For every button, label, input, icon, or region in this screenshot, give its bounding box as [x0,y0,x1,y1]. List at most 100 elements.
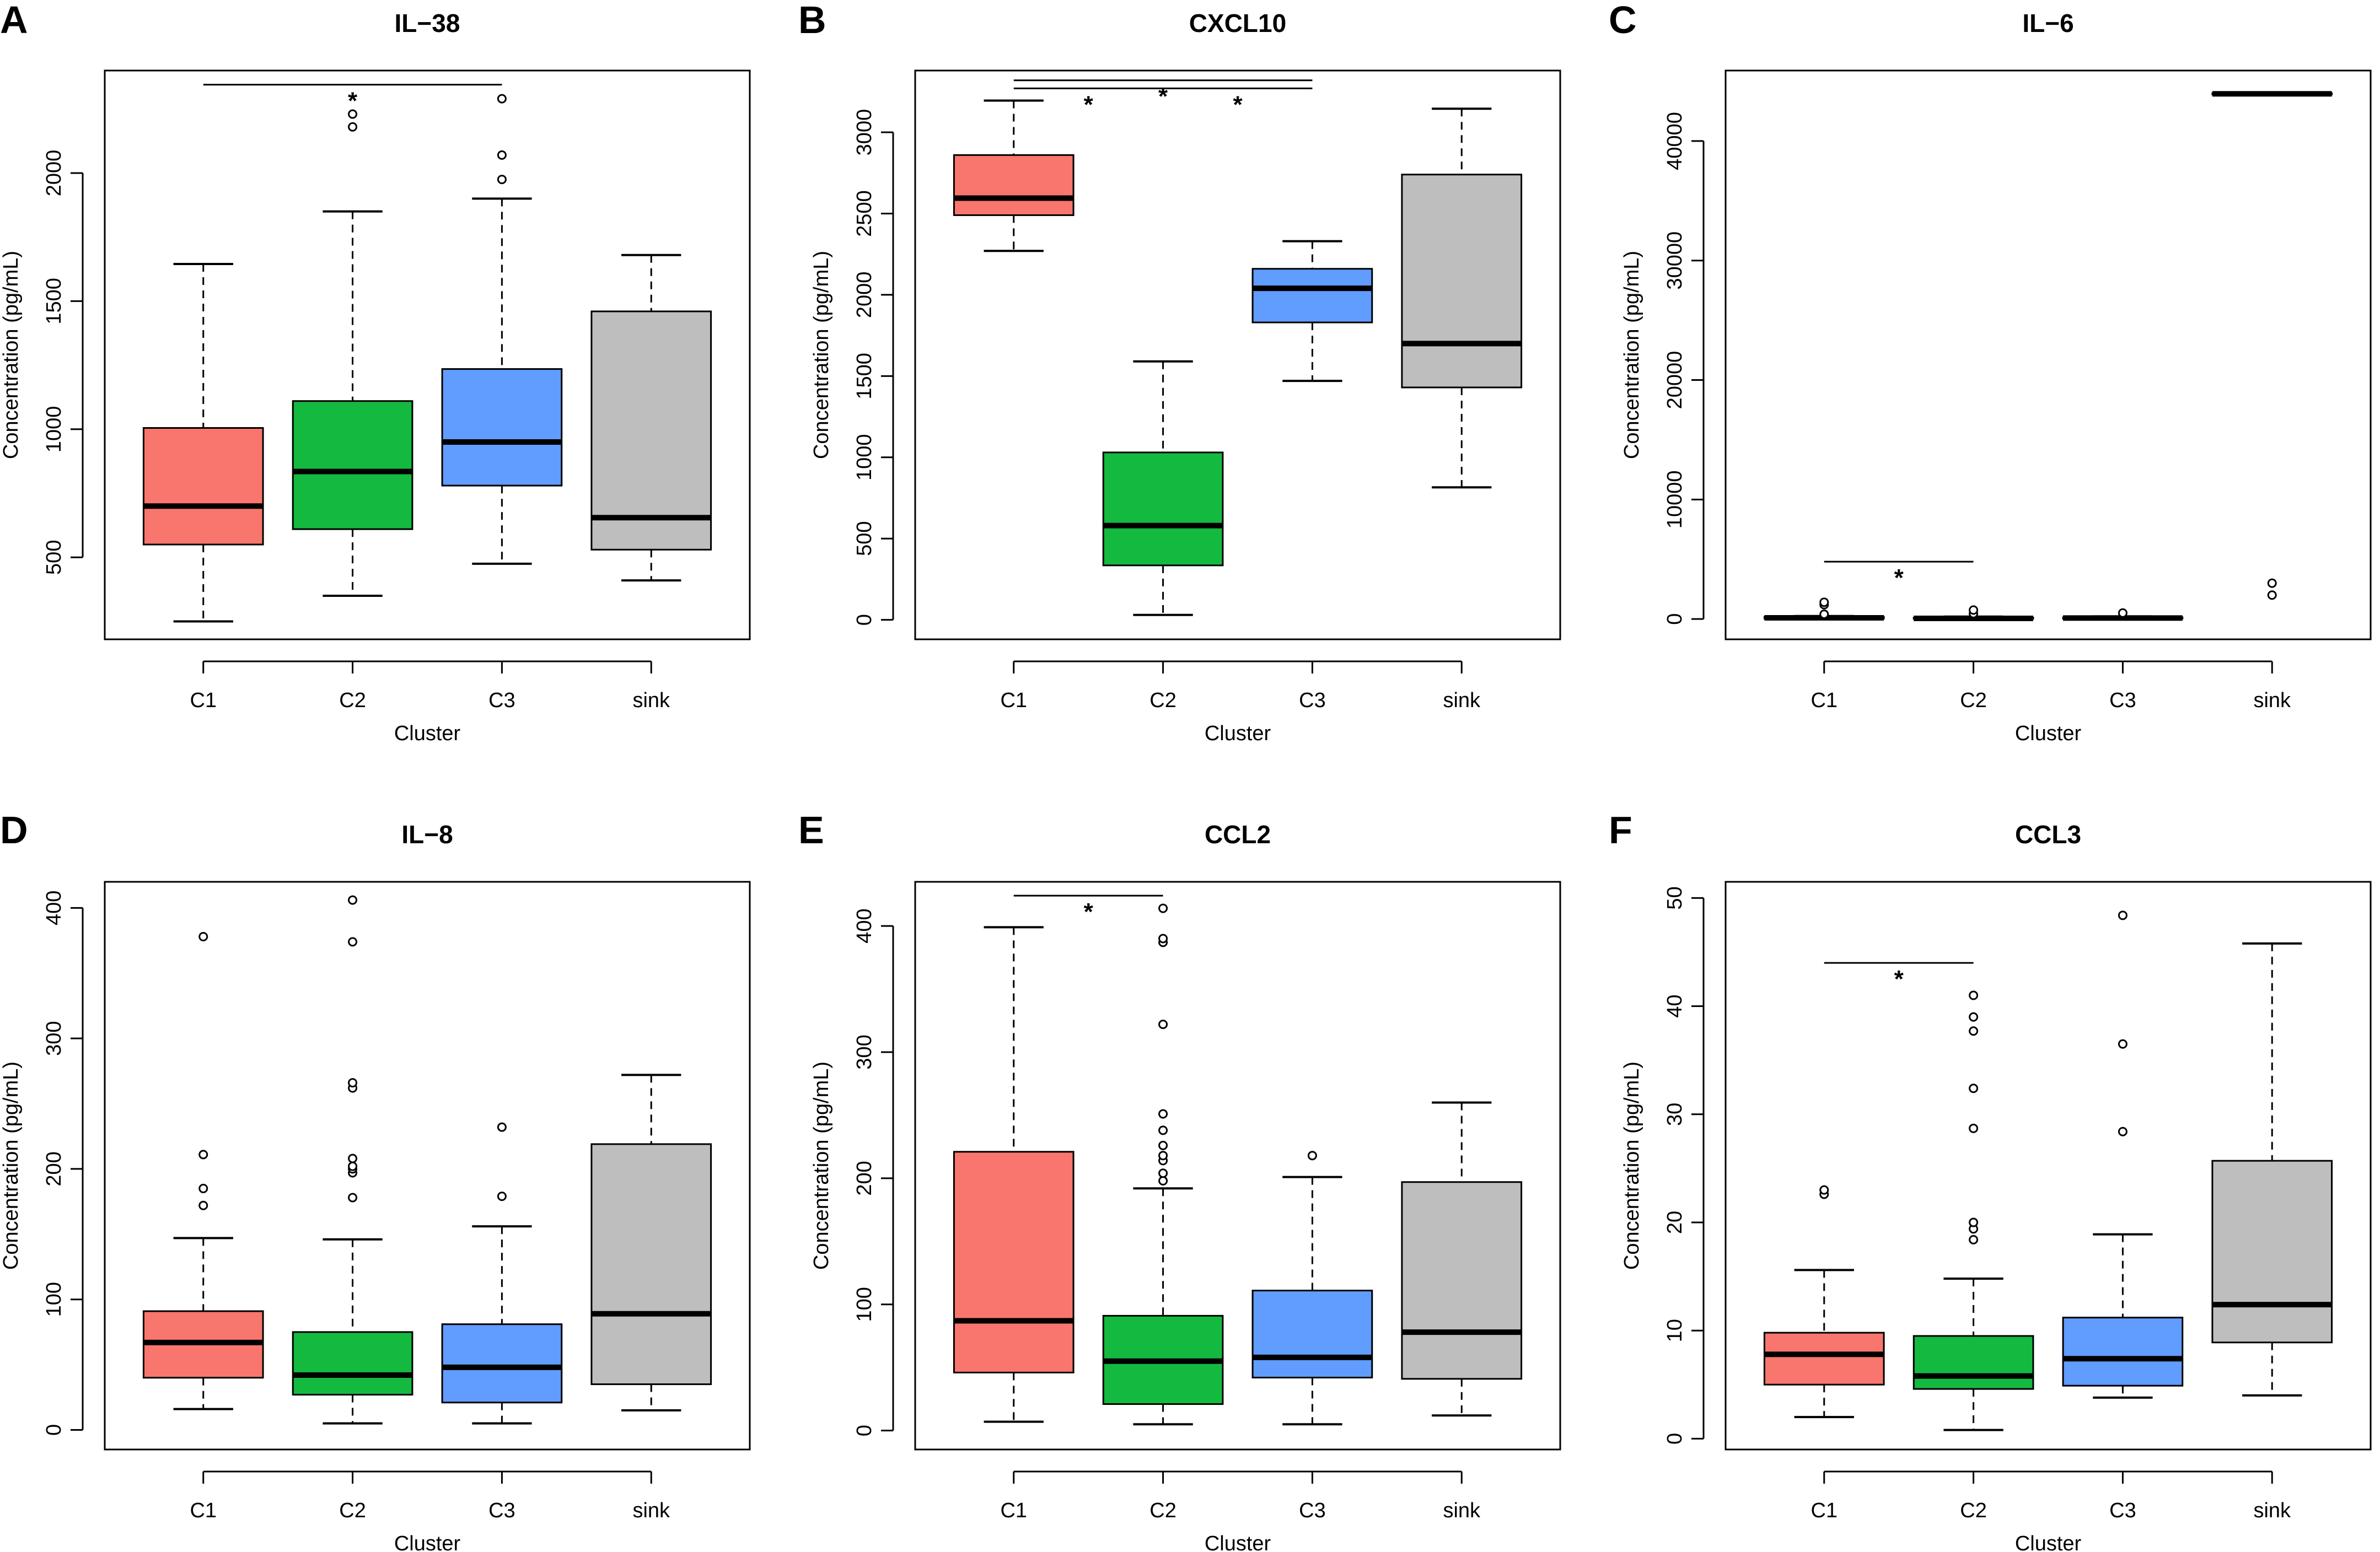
y-tick-label: 1000 [42,406,66,453]
y-tick-label: 1500 [853,353,876,400]
panel-title: CCL3 [2015,820,2081,849]
outlier-point [1307,1151,1317,1161]
iqr-box [953,1151,1075,1373]
iqr-box [1251,1290,1373,1379]
x-tick-label: C3 [2109,689,2136,712]
box-c3 [2062,608,2184,621]
outlier-point [497,94,507,104]
significance-star: * [1158,83,1168,110]
outlier-point [1969,1235,1979,1244]
outlier-point [1969,1084,1979,1093]
x-tick-label: C2 [339,1499,366,1522]
y-tick-label: 0 [853,1425,876,1436]
y-axis-label: Concentration (pg/mL) [1620,1061,1643,1270]
outlier-point [348,895,358,905]
y-tick-label: 2500 [853,190,876,237]
iqr-box [441,368,563,487]
y-tick-label: 20000 [1663,351,1686,409]
x-tick-label: C3 [2109,1499,2136,1522]
x-tick-label: C1 [1000,689,1027,712]
panel-a: A IL−38 500 1000 1500 2000 Concentration (pg/m… [0,0,751,745]
iqr-box [441,1323,563,1404]
outlier-point [198,1200,208,1210]
outlier-point [1969,605,1979,615]
x-tick-label: sink [2253,1499,2291,1522]
y-tick-label: 200 [853,1161,876,1195]
y-tick-label: 30 [1663,1103,1686,1126]
plot-frame [914,881,1561,1451]
outlier-point [1158,903,1168,913]
box-c1 [142,931,264,1410]
x-tick-label: C2 [1149,689,1176,712]
box-sink [590,254,712,582]
y-tick-label: 100 [853,1287,876,1322]
iqr-box [292,400,413,530]
outlier-point [497,1192,507,1201]
y-tick-label: 40 [1663,994,1686,1017]
x-axis-label: Cluster [1205,722,1271,745]
x-axis-label: Cluster [2015,722,2082,745]
outlier-point [1158,1109,1168,1119]
y-tick-label: 0 [853,614,876,626]
panel-title: CXCL10 [1189,9,1286,37]
outlier-point [2118,608,2128,618]
outlier-point [348,122,358,132]
y-tick-label: 2000 [853,272,876,319]
y-tick-label: 2000 [42,150,66,197]
outlier-point [1819,597,1829,607]
outlier-point [1158,1176,1168,1185]
iqr-box [1763,1332,1885,1386]
outlier-point [348,109,358,119]
significance-bracket: * [1013,894,1163,925]
panel-letter: B [798,0,826,41]
panel-e: E CCL2 0 100 200 300 400 Concentration (pg/mL) C… [798,809,1561,1552]
outlier-point [1969,990,1979,1000]
y-tick-label: 0 [42,1424,66,1436]
box-c3 [1251,240,1373,382]
x-axis-label: Cluster [1205,1532,1271,1552]
outlier-point [1158,1151,1168,1161]
plot-frame [1724,881,2372,1451]
outlier-point [348,1078,358,1088]
box-sink [2211,942,2333,1397]
iqr-box [590,1143,712,1386]
y-tick-label: 500 [42,540,66,575]
x-axis-label: Cluster [394,722,461,745]
x-tick-label: sink [1443,1499,1481,1522]
y-tick-label: 500 [853,521,876,556]
outlier-point [1158,1020,1168,1030]
panel-letter: C [1609,0,1637,41]
significance-bracket: * [1013,87,1163,118]
box-c2 [292,895,413,1425]
outlier-point [1969,1012,1979,1022]
significance-bracket: * [1824,561,1974,591]
box-sink [1401,107,1523,489]
box-sink [590,1074,712,1411]
outlier-point [198,931,208,941]
x-tick-label: C2 [339,689,366,712]
iqr-box [1102,451,1224,567]
box-c1 [142,262,264,623]
iqr-box [1401,1181,1523,1380]
significance-bracket: * [203,84,502,115]
x-tick-label: C3 [488,1499,515,1522]
outlier-point [497,150,507,160]
y-tick-label: 400 [853,908,876,943]
outlier-point [198,1183,208,1193]
x-tick-label: C2 [1960,689,1987,712]
x-axis-label: Cluster [2015,1532,2082,1552]
iqr-box [2062,1317,2184,1387]
significance-star: * [1233,91,1243,118]
outlier-point [1158,1140,1168,1150]
outlier-point [2118,1039,2128,1049]
panel-letter: A [0,0,28,41]
x-tick-label: C2 [1960,1499,1987,1522]
y-tick-label: 300 [42,1021,66,1055]
y-tick-label: 10000 [1663,471,1686,529]
significance-bracket: * [1163,87,1313,118]
y-tick-label: 3000 [853,109,876,156]
significance-star: * [1084,91,1094,118]
box-c1 [953,99,1075,252]
outlier-point [198,1150,208,1160]
